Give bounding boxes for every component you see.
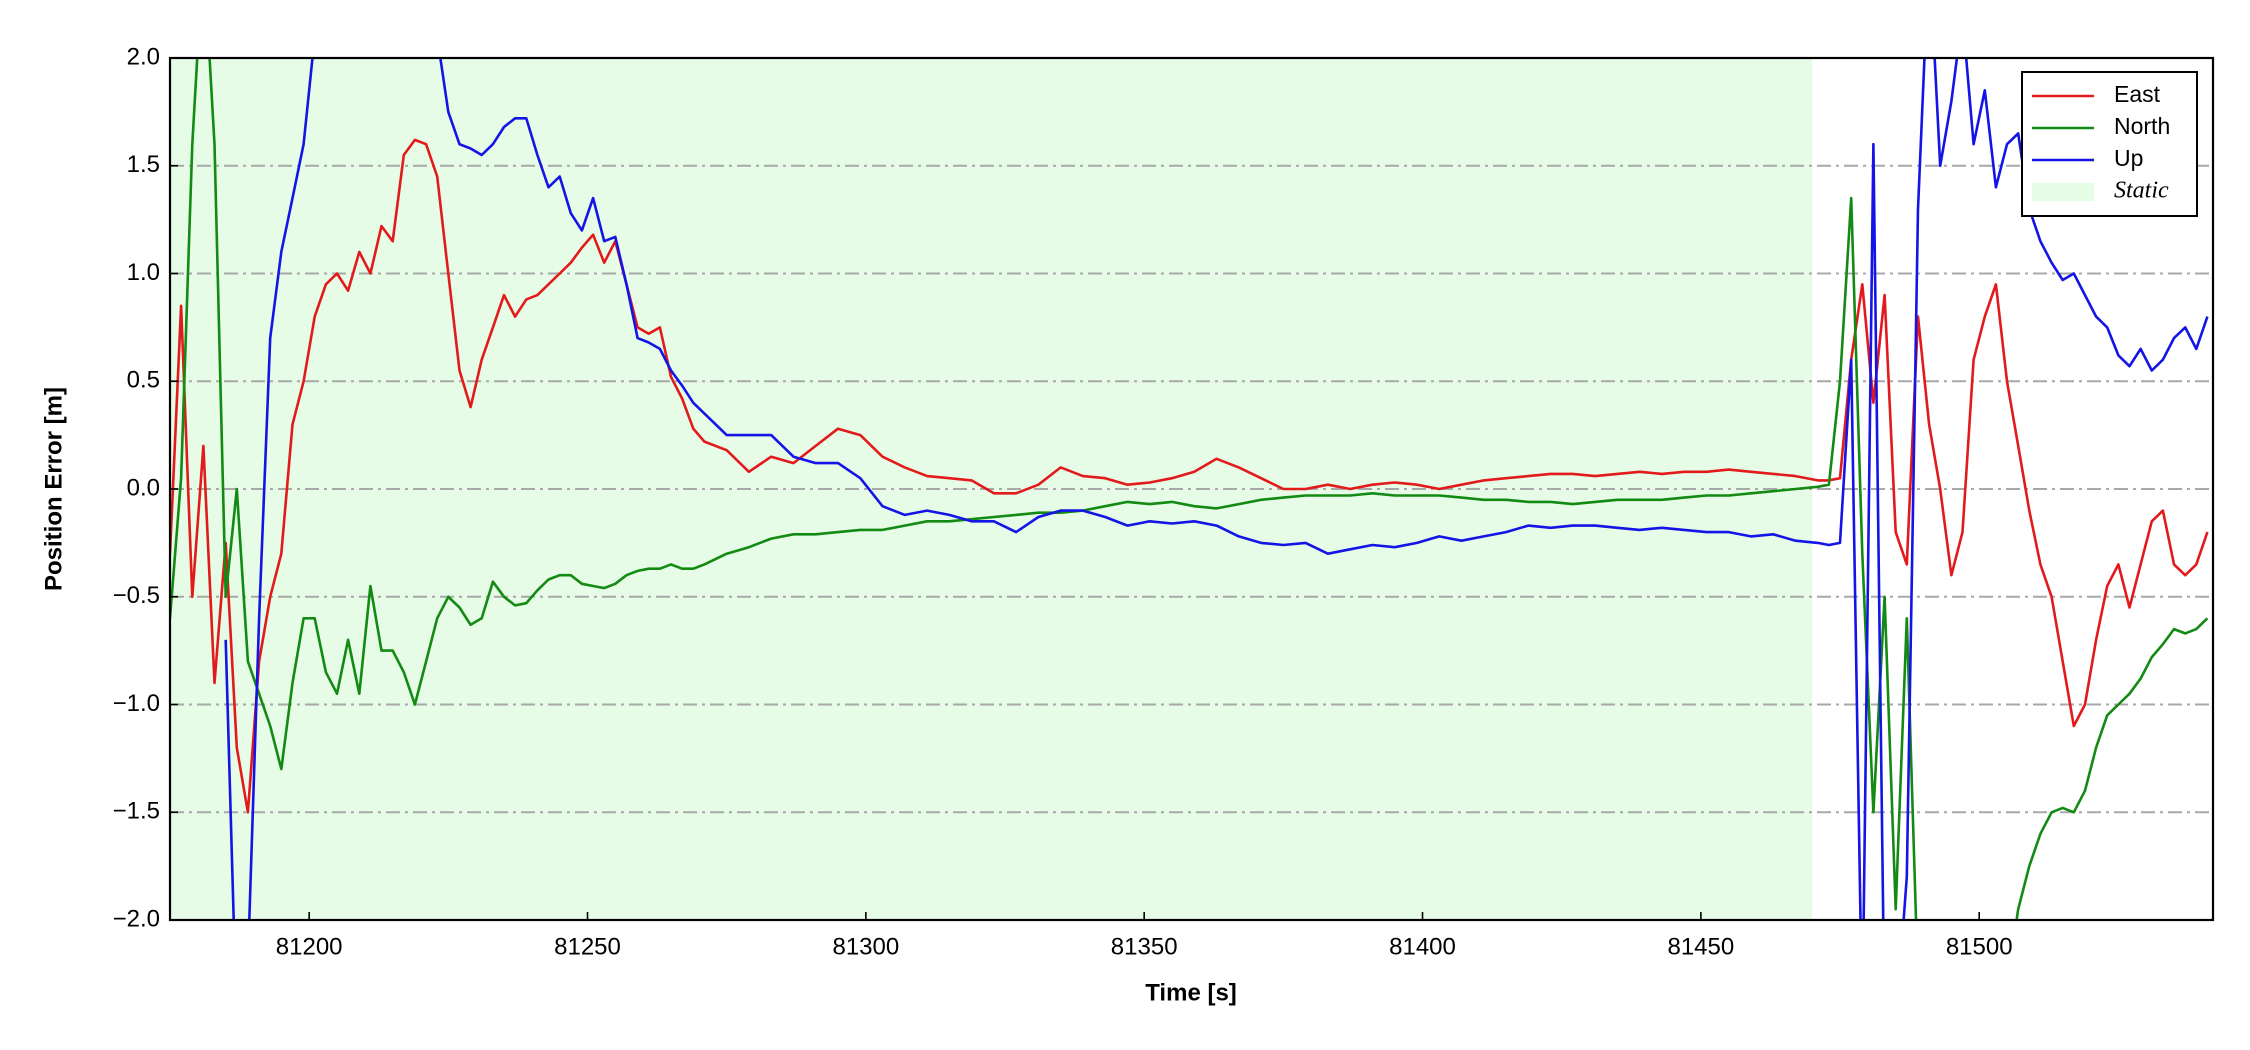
tick-layer: −2.0 −1.5 −1.0 −0.5 0.0 0.5 1.0 1.5 2.0 81200 8125…: [113, 43, 2013, 960]
legend-swatch: [2032, 183, 2094, 201]
legend: East North Up Static: [2021, 71, 2198, 217]
legend-label: Up: [2114, 145, 2143, 171]
series-line: [224, 58, 2209, 920]
y-tick-label: 1.0: [127, 259, 160, 286]
y-tick-label: −1.5: [113, 798, 160, 825]
series-line: [170, 58, 2209, 920]
x-tick-label: 81200: [276, 933, 343, 960]
y-tick-label: −2.0: [113, 905, 160, 932]
y-tick-label: 1.5: [127, 151, 160, 178]
x-axis-label: Time [s]: [1145, 979, 1237, 1006]
x-tick-label: 81450: [1667, 933, 1734, 960]
x-tick-label: 81300: [832, 933, 899, 960]
series-line: [170, 138, 2209, 814]
line-layer: [170, 58, 2209, 920]
x-tick-label: 81250: [554, 933, 621, 960]
x-tick-label: 81350: [1111, 933, 1178, 960]
y-tick-label: 0.5: [127, 367, 160, 394]
y-tick-label: 2.0: [127, 43, 160, 70]
y-tick-label: 0.0: [127, 474, 160, 501]
y-tick-label: −0.5: [113, 582, 160, 609]
y-tick-label: −1.0: [113, 690, 160, 717]
legend-label: North: [2114, 113, 2170, 139]
x-tick-label: 81400: [1389, 933, 1456, 960]
y-axis-label: Position Error [m]: [40, 387, 67, 591]
legend-label: East: [2114, 81, 2161, 107]
x-tick-label: 81500: [1946, 933, 2013, 960]
legend-label: Static: [2114, 178, 2169, 204]
